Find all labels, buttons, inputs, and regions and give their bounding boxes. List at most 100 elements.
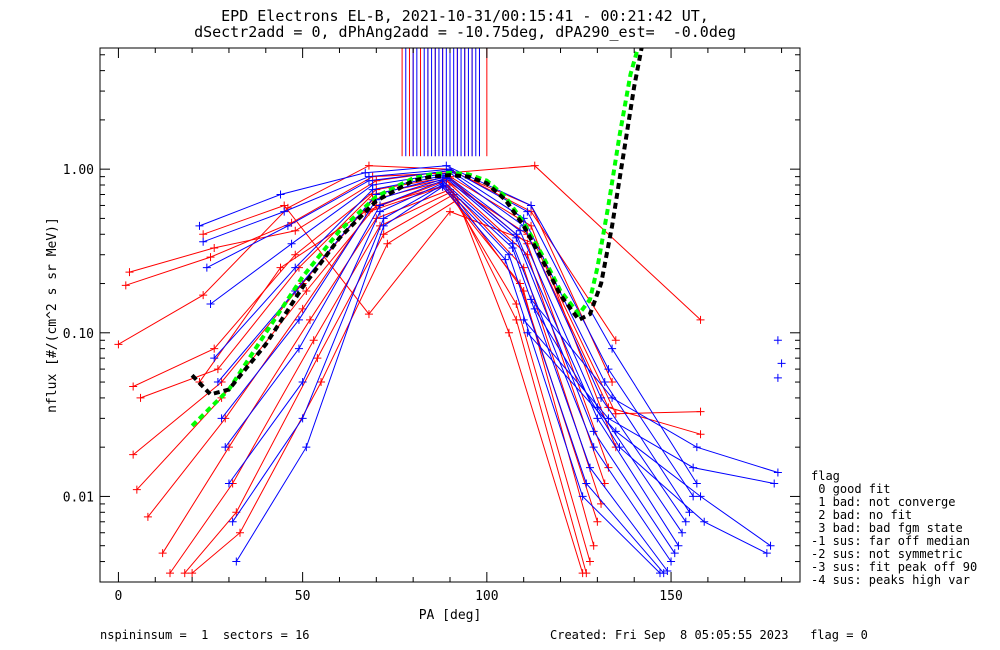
data-point-marker bbox=[298, 304, 307, 313]
data-curve bbox=[217, 174, 679, 558]
data-curve bbox=[224, 179, 672, 576]
data-point-marker bbox=[696, 315, 705, 324]
y-tick-label: 0.01 bbox=[63, 490, 94, 505]
data-point-marker bbox=[604, 403, 613, 412]
data-point-marker bbox=[586, 463, 594, 472]
legend-item: 1 bad: not converge bbox=[811, 495, 956, 509]
data-point-marker bbox=[504, 250, 513, 259]
data-point-marker bbox=[589, 427, 598, 436]
data-point-marker bbox=[700, 517, 709, 526]
x-tick-label: 0 bbox=[115, 589, 123, 604]
data-point-marker bbox=[129, 382, 138, 391]
data-point-marker bbox=[582, 479, 591, 488]
legend-title: flag bbox=[811, 469, 840, 483]
data-point-marker bbox=[681, 517, 690, 526]
data-point-marker bbox=[527, 221, 536, 230]
data-curve bbox=[206, 168, 690, 526]
data-point-marker bbox=[523, 207, 532, 216]
data-point-marker bbox=[210, 354, 219, 363]
data-point-marker bbox=[523, 328, 532, 337]
data-point-marker bbox=[283, 221, 292, 230]
data-point-marker bbox=[578, 569, 587, 578]
x-tick-label: 100 bbox=[475, 589, 498, 604]
data-point-marker bbox=[593, 414, 602, 423]
data-curve bbox=[523, 328, 775, 550]
data-point-marker bbox=[228, 517, 237, 526]
data-point-marker bbox=[294, 315, 303, 324]
series-line bbox=[203, 204, 701, 415]
data-point-marker bbox=[678, 528, 687, 537]
legend-item: 0 good fit bbox=[811, 482, 891, 496]
series-line bbox=[191, 199, 584, 574]
data-point-marker bbox=[773, 373, 782, 382]
series-line bbox=[527, 332, 771, 547]
data-point-marker bbox=[221, 443, 230, 452]
data-point-marker bbox=[210, 243, 219, 252]
legend-item: -1 sus: far off median bbox=[811, 534, 970, 548]
data-point-marker bbox=[379, 221, 388, 230]
data-point-marker bbox=[512, 315, 521, 324]
data-point-marker bbox=[132, 485, 141, 494]
data-point-marker bbox=[773, 468, 782, 477]
fit-curve bbox=[190, 48, 640, 428]
data-point-marker bbox=[530, 304, 539, 313]
data-point-marker bbox=[692, 479, 701, 488]
data-point-marker bbox=[364, 176, 373, 185]
data-point-marker bbox=[777, 359, 786, 368]
data-point-marker bbox=[302, 287, 311, 296]
data-point-marker bbox=[166, 569, 174, 578]
data-point-marker bbox=[364, 161, 373, 170]
data-point-marker bbox=[224, 479, 233, 488]
data-point-marker bbox=[306, 315, 314, 324]
data-curve bbox=[195, 161, 701, 488]
series-line bbox=[523, 319, 775, 484]
series-line bbox=[235, 186, 661, 574]
data-point-marker bbox=[608, 378, 617, 387]
data-curve bbox=[188, 195, 587, 578]
chart-title-line2: dSectr2add = 0, dPhAng2add = -10.75deg, … bbox=[194, 23, 736, 41]
data-point-marker bbox=[313, 354, 322, 363]
data-point-marker bbox=[195, 221, 204, 230]
data-point-marker bbox=[611, 409, 620, 418]
x-tick-label: 50 bbox=[295, 589, 311, 604]
series-line bbox=[534, 308, 768, 554]
data-point-marker bbox=[202, 263, 211, 272]
data-curve bbox=[143, 182, 602, 526]
data-point-marker bbox=[298, 414, 307, 423]
data-point-marker bbox=[364, 310, 373, 319]
series-line bbox=[213, 174, 683, 533]
data-point-marker bbox=[504, 328, 513, 337]
data-point-marker bbox=[516, 226, 524, 235]
data-point-marker bbox=[136, 393, 145, 402]
data-point-marker bbox=[689, 492, 698, 501]
data-point-marker bbox=[527, 295, 536, 304]
data-point-marker bbox=[611, 427, 620, 436]
fit-curve bbox=[190, 48, 644, 397]
data-point-marker bbox=[372, 214, 381, 223]
data-point-marker bbox=[674, 541, 683, 550]
data-point-marker bbox=[368, 185, 377, 194]
data-point-marker bbox=[512, 233, 521, 242]
data-point-marker bbox=[589, 541, 598, 550]
data-point-marker bbox=[604, 365, 613, 374]
data-point-marker bbox=[287, 239, 296, 248]
data-point-marker bbox=[121, 281, 130, 290]
series-line bbox=[210, 172, 687, 523]
x-axis-label: PA [deg] bbox=[419, 608, 482, 623]
data-point-marker bbox=[114, 340, 123, 349]
data-point-marker bbox=[770, 479, 779, 488]
series-line bbox=[132, 176, 617, 448]
data-point-marker bbox=[692, 443, 701, 452]
data-point-marker bbox=[597, 393, 606, 402]
data-point-marker bbox=[773, 336, 782, 345]
data-point-marker bbox=[608, 393, 617, 402]
data-point-marker bbox=[438, 182, 447, 191]
data-curve bbox=[519, 315, 779, 488]
series-line bbox=[530, 299, 779, 473]
legend-item: 2 bad: no fit bbox=[811, 508, 913, 522]
data-point-marker bbox=[519, 315, 528, 324]
data-point-marker bbox=[383, 239, 392, 248]
data-point-marker bbox=[309, 336, 318, 345]
data-point-marker bbox=[372, 176, 381, 185]
data-point-marker bbox=[762, 549, 771, 558]
